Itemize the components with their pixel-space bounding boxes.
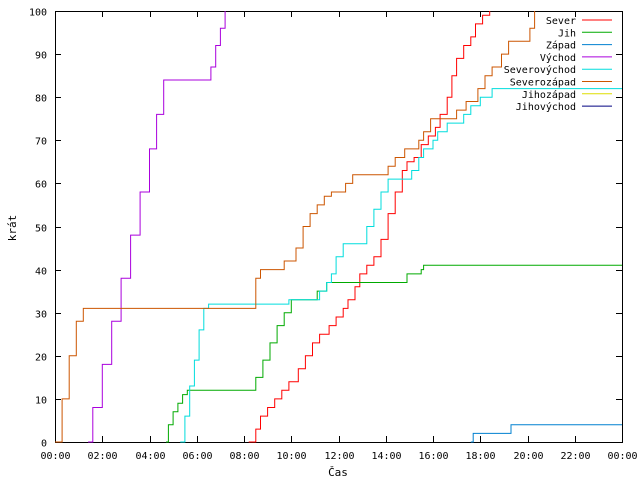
y-tick-label: 60 [35,180,47,191]
x-tick-label: 06:00 [182,451,212,462]
x-tick-label: 20:00 [513,451,543,462]
series-line-3 [470,424,622,443]
y-tick-label: 50 [35,224,47,235]
x-tick-label: 04:00 [135,451,165,462]
legend-label: Východ [540,52,576,64]
legend-label: Severovýchod [504,64,576,76]
y-tick-label: 70 [35,137,47,148]
y-tick-label: 80 [35,94,47,105]
x-tick-label: 08:00 [229,451,259,462]
x-axis-title: Čas [328,466,348,479]
y-axis-ticks: 0 10 20 30 40 50 60 70 80 90 100 [29,8,622,450]
y-tick-label: 40 [35,267,47,278]
x-tick-label: 10:00 [276,451,306,462]
legend-label: Západ [546,40,576,52]
series-line-5 [180,88,622,443]
y-tick-label: 90 [35,51,47,62]
x-tick-label: 00:00 [40,451,70,462]
series-line-4 [88,11,226,443]
y-axis-title: krát [6,215,19,242]
x-tick-label: 16:00 [418,451,448,462]
legend-label: Jih [558,28,576,39]
x-tick-label: 22:00 [560,451,590,462]
x-tick-label: 18:00 [465,451,495,462]
y-tick-label: 20 [35,353,47,364]
legend-label: Sever [546,16,576,27]
x-tick-label: 00:00 [607,451,637,462]
x-tick-label: 12:00 [324,451,354,462]
y-tick-label: 30 [35,310,47,321]
x-tick-label: 14:00 [371,451,401,462]
series-line-1 [248,11,491,443]
y-tick-label: 0 [41,439,47,450]
x-axis-ticks: 00:00 02:00 04:00 06:00 08:00 10:00 12:00 14:00… [40,11,638,462]
legend-label: Severozápad [510,77,576,89]
x-tick-label: 02:00 [87,451,117,462]
legend-label: Jihozápad [522,89,576,101]
series-line-2 [166,264,622,443]
legend-label: Jihovýchod [516,101,576,113]
series-lines [55,11,622,443]
y-tick-label: 10 [35,396,47,407]
legend: SeverJihZápadVýchodSeverovýchodSeverozáp… [504,16,612,113]
y-tick-label: 100 [29,8,47,19]
series-line-6 [55,11,536,443]
